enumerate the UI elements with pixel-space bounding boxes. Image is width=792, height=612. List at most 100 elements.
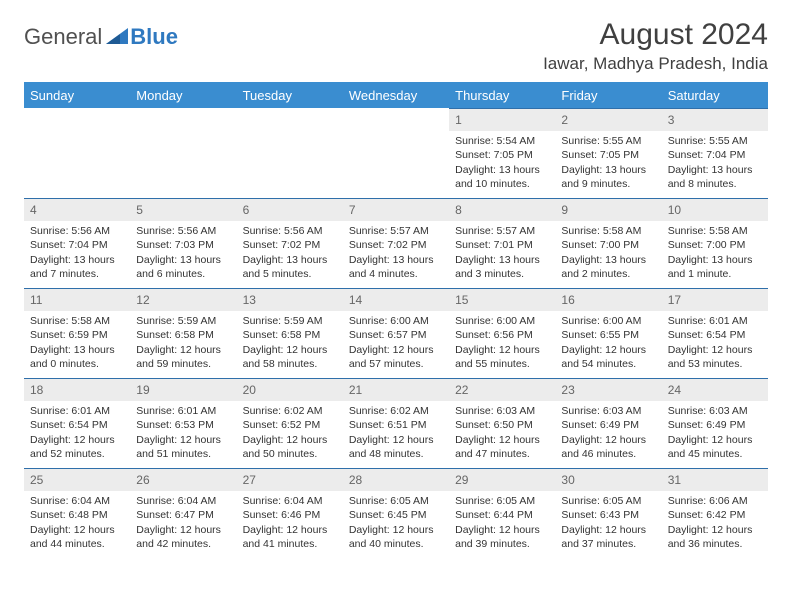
dl1-text: Daylight: 12 hours	[243, 433, 337, 447]
dl1-text: Daylight: 12 hours	[349, 343, 443, 357]
day-number: 13	[237, 289, 343, 311]
calendar-row: 11Sunrise: 5:58 AMSunset: 6:59 PMDayligh…	[24, 289, 768, 379]
cell-body: Sunrise: 5:55 AMSunset: 7:05 PMDaylight:…	[555, 131, 661, 195]
dl2-text: and 8 minutes.	[668, 177, 762, 191]
dl1-text: Daylight: 13 hours	[455, 163, 549, 177]
sunrise-text: Sunrise: 5:56 AM	[30, 224, 124, 238]
sunrise-text: Sunrise: 6:03 AM	[668, 404, 762, 418]
dl2-text: and 37 minutes.	[561, 537, 655, 551]
cell-body: Sunrise: 6:02 AMSunset: 6:52 PMDaylight:…	[237, 401, 343, 465]
sunrise-text: Sunrise: 5:55 AM	[668, 134, 762, 148]
dl1-text: Daylight: 12 hours	[30, 433, 124, 447]
cell-body: Sunrise: 5:57 AMSunset: 7:02 PMDaylight:…	[343, 221, 449, 285]
dl2-text: and 7 minutes.	[30, 267, 124, 281]
cell-body: Sunrise: 6:03 AMSunset: 6:49 PMDaylight:…	[555, 401, 661, 465]
calendar-cell: 4Sunrise: 5:56 AMSunset: 7:04 PMDaylight…	[24, 199, 130, 289]
calendar-cell: 24Sunrise: 6:03 AMSunset: 6:49 PMDayligh…	[662, 379, 768, 469]
cell-body: Sunrise: 5:58 AMSunset: 7:00 PMDaylight:…	[662, 221, 768, 285]
day-number: 4	[24, 199, 130, 221]
sunset-text: Sunset: 6:45 PM	[349, 508, 443, 522]
day-number: 28	[343, 469, 449, 491]
sunrise-text: Sunrise: 6:02 AM	[243, 404, 337, 418]
sunset-text: Sunset: 6:51 PM	[349, 418, 443, 432]
sunset-text: Sunset: 6:50 PM	[455, 418, 549, 432]
dl2-text: and 41 minutes.	[243, 537, 337, 551]
sunrise-text: Sunrise: 5:59 AM	[136, 314, 230, 328]
sunset-text: Sunset: 6:58 PM	[136, 328, 230, 342]
calendar-cell: 13Sunrise: 5:59 AMSunset: 6:58 PMDayligh…	[237, 289, 343, 379]
sunrise-text: Sunrise: 6:01 AM	[668, 314, 762, 328]
sunrise-text: Sunrise: 6:05 AM	[455, 494, 549, 508]
cell-body: Sunrise: 5:56 AMSunset: 7:04 PMDaylight:…	[24, 221, 130, 285]
day-header: Thursday	[449, 83, 555, 109]
calendar-cell: 22Sunrise: 6:03 AMSunset: 6:50 PMDayligh…	[449, 379, 555, 469]
calendar-cell: 7Sunrise: 5:57 AMSunset: 7:02 PMDaylight…	[343, 199, 449, 289]
cell-body: Sunrise: 6:01 AMSunset: 6:54 PMDaylight:…	[662, 311, 768, 375]
title-block: August 2024 Iawar, Madhya Pradesh, India	[543, 18, 768, 74]
sunrise-text: Sunrise: 6:03 AM	[561, 404, 655, 418]
calendar-cell: 2Sunrise: 5:55 AMSunset: 7:05 PMDaylight…	[555, 109, 661, 199]
calendar-cell: 23Sunrise: 6:03 AMSunset: 6:49 PMDayligh…	[555, 379, 661, 469]
sunset-text: Sunset: 7:04 PM	[668, 148, 762, 162]
sunset-text: Sunset: 6:58 PM	[243, 328, 337, 342]
dl2-text: and 57 minutes.	[349, 357, 443, 371]
dl1-text: Daylight: 12 hours	[668, 343, 762, 357]
dl1-text: Daylight: 13 hours	[455, 253, 549, 267]
sunrise-text: Sunrise: 6:00 AM	[349, 314, 443, 328]
sunrise-text: Sunrise: 6:04 AM	[243, 494, 337, 508]
day-number: 29	[449, 469, 555, 491]
dl2-text: and 36 minutes.	[668, 537, 762, 551]
dl1-text: Daylight: 12 hours	[349, 433, 443, 447]
sunset-text: Sunset: 7:03 PM	[136, 238, 230, 252]
cell-body: Sunrise: 5:58 AMSunset: 6:59 PMDaylight:…	[24, 311, 130, 375]
dl2-text: and 45 minutes.	[668, 447, 762, 461]
sunrise-text: Sunrise: 5:58 AM	[668, 224, 762, 238]
cell-body: Sunrise: 6:03 AMSunset: 6:50 PMDaylight:…	[449, 401, 555, 465]
sunrise-text: Sunrise: 5:55 AM	[561, 134, 655, 148]
dl1-text: Daylight: 12 hours	[455, 433, 549, 447]
day-number: 25	[24, 469, 130, 491]
calendar-cell: 11Sunrise: 5:58 AMSunset: 6:59 PMDayligh…	[24, 289, 130, 379]
sunrise-text: Sunrise: 5:56 AM	[136, 224, 230, 238]
day-number: 11	[24, 289, 130, 311]
day-number: 5	[130, 199, 236, 221]
dl2-text: and 55 minutes.	[455, 357, 549, 371]
calendar-cell: 6Sunrise: 5:56 AMSunset: 7:02 PMDaylight…	[237, 199, 343, 289]
dl1-text: Daylight: 13 hours	[243, 253, 337, 267]
dl2-text: and 4 minutes.	[349, 267, 443, 281]
day-number: 14	[343, 289, 449, 311]
sunrise-text: Sunrise: 6:02 AM	[349, 404, 443, 418]
calendar-cell: 10Sunrise: 5:58 AMSunset: 7:00 PMDayligh…	[662, 199, 768, 289]
calendar-cell: 17Sunrise: 6:01 AMSunset: 6:54 PMDayligh…	[662, 289, 768, 379]
dl2-text: and 46 minutes.	[561, 447, 655, 461]
day-number: 6	[237, 199, 343, 221]
sunset-text: Sunset: 6:49 PM	[561, 418, 655, 432]
dl1-text: Daylight: 12 hours	[243, 343, 337, 357]
sunrise-text: Sunrise: 6:00 AM	[561, 314, 655, 328]
sunset-text: Sunset: 6:49 PM	[668, 418, 762, 432]
sunrise-text: Sunrise: 5:56 AM	[243, 224, 337, 238]
day-number: 3	[662, 109, 768, 131]
calendar-cell: 14Sunrise: 6:00 AMSunset: 6:57 PMDayligh…	[343, 289, 449, 379]
calendar-cell	[237, 109, 343, 199]
dl1-text: Daylight: 13 hours	[668, 253, 762, 267]
sunrise-text: Sunrise: 5:57 AM	[349, 224, 443, 238]
header: General Blue August 2024 Iawar, Madhya P…	[24, 18, 768, 74]
cell-body: Sunrise: 6:00 AMSunset: 6:57 PMDaylight:…	[343, 311, 449, 375]
sunset-text: Sunset: 7:02 PM	[349, 238, 443, 252]
dl2-text: and 52 minutes.	[30, 447, 124, 461]
sunset-text: Sunset: 6:57 PM	[349, 328, 443, 342]
dl2-text: and 39 minutes.	[455, 537, 549, 551]
day-header: Tuesday	[237, 83, 343, 109]
page-title: August 2024	[543, 18, 768, 52]
dl1-text: Daylight: 13 hours	[349, 253, 443, 267]
cell-body: Sunrise: 5:56 AMSunset: 7:03 PMDaylight:…	[130, 221, 236, 285]
sunrise-text: Sunrise: 5:57 AM	[455, 224, 549, 238]
day-number: 1	[449, 109, 555, 131]
location-label: Iawar, Madhya Pradesh, India	[543, 54, 768, 74]
sunset-text: Sunset: 7:00 PM	[561, 238, 655, 252]
dl1-text: Daylight: 12 hours	[561, 343, 655, 357]
calendar-cell: 25Sunrise: 6:04 AMSunset: 6:48 PMDayligh…	[24, 469, 130, 559]
dl1-text: Daylight: 12 hours	[136, 343, 230, 357]
day-number: 16	[555, 289, 661, 311]
